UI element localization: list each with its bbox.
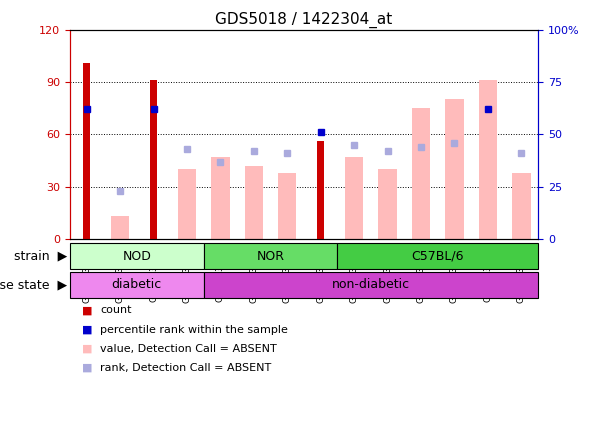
Text: NOR: NOR	[257, 250, 285, 263]
Bar	[204, 243, 337, 269]
Bar	[150, 80, 157, 239]
Text: percentile rank within the sample: percentile rank within the sample	[100, 324, 288, 335]
Bar	[178, 169, 196, 239]
Bar	[337, 243, 538, 269]
Text: count: count	[100, 305, 132, 316]
Bar	[244, 166, 263, 239]
Bar	[278, 173, 297, 239]
Bar	[478, 80, 497, 239]
Bar	[512, 173, 531, 239]
Title: GDS5018 / 1422304_at: GDS5018 / 1422304_at	[215, 12, 393, 28]
Text: disease state  ▶: disease state ▶	[0, 278, 67, 291]
Text: ■: ■	[82, 305, 92, 316]
Bar	[70, 272, 204, 298]
Bar	[211, 157, 230, 239]
Bar	[204, 272, 538, 298]
Bar	[317, 141, 325, 239]
Text: ■: ■	[82, 324, 92, 335]
Text: diabetic: diabetic	[112, 278, 162, 291]
Text: rank, Detection Call = ABSENT: rank, Detection Call = ABSENT	[100, 363, 272, 373]
Text: NOD: NOD	[122, 250, 151, 263]
Bar	[412, 108, 430, 239]
Text: C57BL/6: C57BL/6	[412, 250, 464, 263]
Text: strain  ▶: strain ▶	[13, 250, 67, 263]
Text: value, Detection Call = ABSENT: value, Detection Call = ABSENT	[100, 343, 277, 354]
Text: ■: ■	[82, 343, 92, 354]
Bar	[70, 243, 204, 269]
Bar	[445, 99, 464, 239]
Text: ■: ■	[82, 363, 92, 373]
Bar	[345, 157, 364, 239]
Bar	[111, 216, 130, 239]
Text: non-diabetic: non-diabetic	[332, 278, 410, 291]
Bar	[83, 63, 91, 239]
Bar	[378, 169, 397, 239]
